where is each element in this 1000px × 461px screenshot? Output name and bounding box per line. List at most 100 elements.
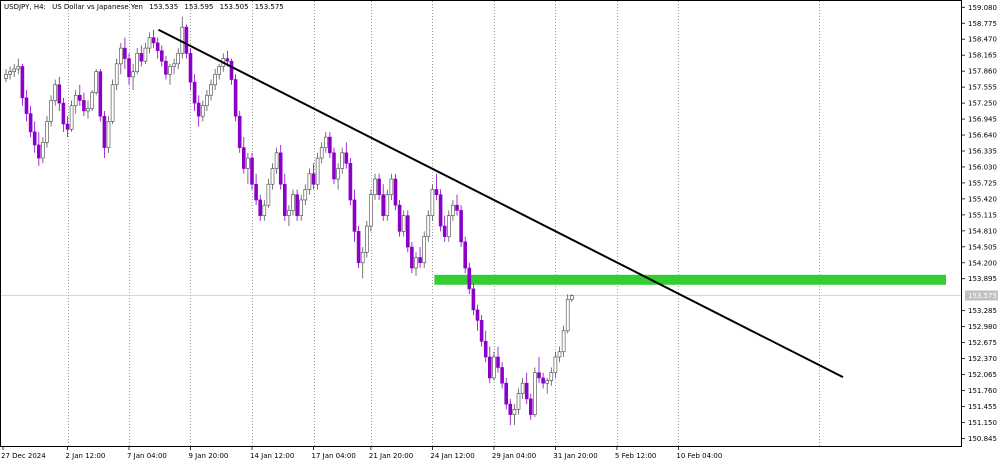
candle-bull: [516, 393, 521, 410]
candle-bull: [287, 210, 291, 216]
candle-bull: [270, 168, 275, 185]
price-tick-label: 156.335: [968, 147, 997, 155]
price-tick-label: 156.640: [968, 132, 997, 140]
candle-bear: [24, 97, 29, 114]
candle-bear: [442, 225, 447, 237]
candle-bear: [295, 194, 299, 216]
candle-bull: [94, 71, 98, 93]
candle-bear: [155, 42, 160, 52]
candle-bull: [12, 68, 16, 72]
candle-bear: [397, 204, 402, 232]
plot-frame: [0, 0, 962, 447]
candle-bear: [524, 382, 529, 400]
candle-bull: [213, 73, 217, 86]
candle-bear: [483, 340, 488, 358]
time-tick-label: 7 Jan 04:00: [127, 452, 167, 460]
price-tick-label: 156.945: [968, 116, 997, 124]
candle-bear: [32, 131, 37, 146]
price-tick-label: 153.895: [968, 275, 997, 283]
candle-bear: [78, 94, 82, 101]
candle-bear: [250, 157, 254, 185]
candle-bear: [381, 194, 386, 216]
candle-bear: [127, 58, 131, 78]
candle-bull: [299, 199, 304, 216]
candle-bull: [201, 105, 205, 117]
candle-bear: [344, 152, 349, 164]
candle-bull: [114, 63, 119, 86]
candle-bull: [319, 147, 324, 159]
time-tick-label: 17 Jan 04:00: [312, 452, 356, 460]
candle-bear: [328, 136, 332, 154]
candle-bear: [541, 377, 545, 384]
trendline-layer: [158, 28, 844, 379]
candle-bull: [569, 295, 574, 300]
candle-bull: [430, 189, 435, 216]
candle-bear: [410, 246, 414, 269]
price-tick-label: 151.150: [968, 419, 997, 427]
candle-bull: [533, 372, 537, 415]
candle-bear: [242, 147, 246, 169]
candle-bull: [323, 136, 328, 148]
candle-bear: [61, 102, 66, 125]
time-tick-label: 24 Jan 12:00: [430, 452, 474, 460]
time-tick-label: 5 Feb 12:00: [615, 452, 656, 460]
ohlc-close: 153.575: [254, 3, 284, 11]
candle-bull: [106, 121, 111, 148]
candle-bear: [434, 189, 439, 196]
price-tick-label: 156.030: [968, 163, 997, 171]
candle-bull: [426, 215, 431, 237]
time-tick-label: 29 Jan 04:00: [492, 452, 536, 460]
candle-bear: [455, 204, 459, 211]
price-tick-label: 155.420: [968, 195, 997, 203]
candle-bull: [291, 194, 295, 211]
price-tick-label: 157.250: [968, 100, 997, 108]
candle-bull: [307, 173, 312, 190]
candle-bull: [69, 105, 74, 130]
time-tick-label: 2 Jan 12:00: [66, 452, 106, 460]
time-tick-label: 31 Jan 20:00: [553, 452, 597, 460]
candle-bull: [336, 168, 340, 180]
price-tick-label: 157.860: [968, 68, 997, 76]
symbol-description: US Dollar vs Japanese Yen: [52, 3, 143, 11]
candle-bull: [389, 178, 394, 196]
price-tick-label: 158.470: [968, 36, 997, 44]
axis-layer: [0, 0, 962, 447]
candle-bear: [311, 173, 316, 185]
candle-bull: [565, 299, 570, 332]
current-price-tag: [965, 290, 998, 301]
candle-bull: [520, 382, 525, 394]
candle-bull: [422, 236, 427, 264]
candle-bull: [512, 409, 517, 415]
candle-bull: [217, 66, 221, 75]
candle-bull: [110, 84, 115, 122]
candle-bull: [561, 330, 566, 353]
candle-bull: [401, 215, 406, 232]
candle-bull: [176, 53, 180, 65]
candle-bull: [262, 204, 267, 216]
time-axis: 27 Dec 2024 2 Jan 12:00 7 Jan 04:00 9 Jan 2…: [1, 446, 722, 460]
candle-bull: [135, 53, 139, 72]
current-price-label: 153.575: [968, 292, 997, 300]
candle-bear: [500, 367, 504, 384]
candle-bear: [393, 178, 398, 206]
candle-bear: [229, 60, 234, 80]
candle-bear: [196, 102, 201, 117]
candle-bear: [487, 356, 492, 379]
candle-bear: [459, 210, 463, 243]
candle-bear: [123, 47, 127, 59]
candle-bull: [340, 152, 345, 169]
candle-bear: [237, 115, 242, 148]
candle-bull: [41, 142, 45, 159]
time-tick-label: 14 Jan 12:00: [250, 452, 294, 460]
candle-bear: [438, 194, 443, 227]
price-tick-label: 157.555: [968, 84, 997, 92]
price-tick-label: 152.065: [968, 371, 997, 379]
candle-bull: [205, 94, 209, 107]
candle-bear: [504, 382, 509, 405]
candle-bull: [266, 183, 271, 206]
candle-bear: [164, 60, 168, 75]
candle-bear: [348, 162, 353, 201]
candle-bear: [475, 309, 480, 321]
symbol-label: USDJPY, H4: US Dollar vs Japanese Yen 15…: [4, 3, 288, 11]
